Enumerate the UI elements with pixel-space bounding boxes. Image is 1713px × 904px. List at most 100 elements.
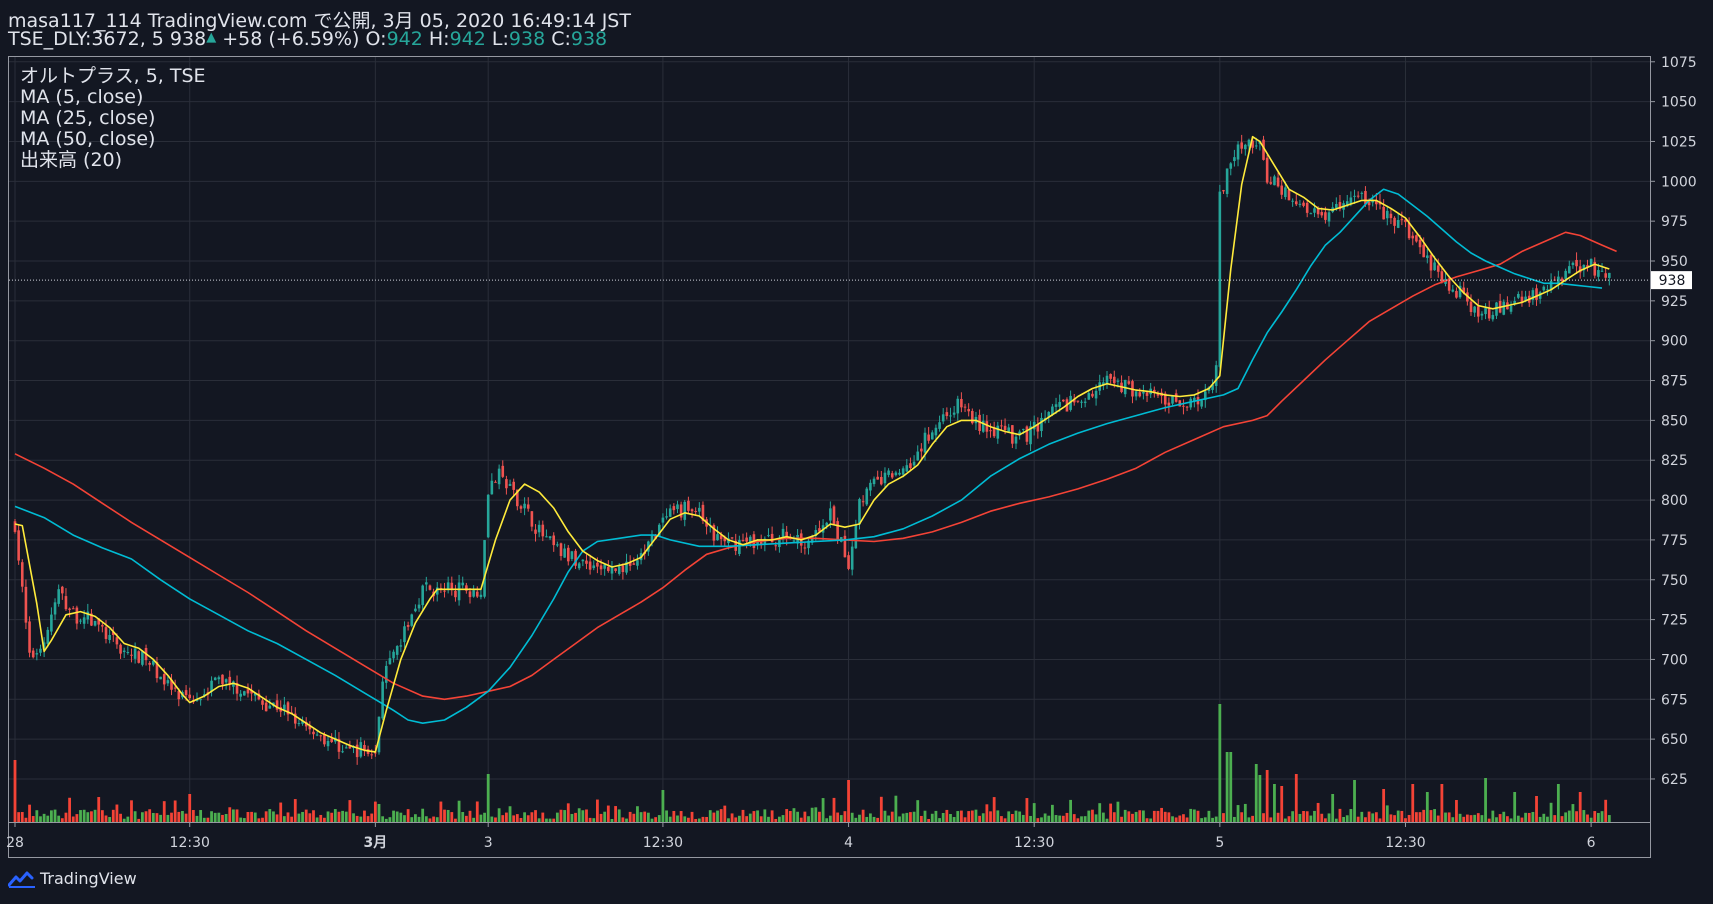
candle-body	[1509, 306, 1513, 312]
candle-body	[654, 534, 657, 539]
candle-body	[1455, 290, 1458, 298]
volume-bar	[1265, 770, 1269, 822]
candle-body	[552, 535, 556, 546]
tradingview-brand[interactable]: TradingView	[8, 869, 137, 888]
candle-body	[563, 548, 566, 558]
candle-body	[603, 564, 606, 569]
legend-ma25[interactable]: MA (25, close)	[20, 107, 156, 129]
candle-body	[741, 540, 745, 542]
volume-bar	[246, 811, 250, 822]
volume-bar	[1043, 813, 1047, 822]
candle-body	[1313, 208, 1316, 213]
volume-bar	[1571, 804, 1575, 822]
volume-bar	[439, 801, 443, 822]
candle-body	[210, 680, 213, 692]
volume-bar	[1225, 752, 1229, 822]
candle-body	[1538, 292, 1542, 299]
volume-bar	[326, 811, 330, 822]
candle-body	[570, 551, 574, 559]
candle-body	[1560, 278, 1564, 282]
volume-bar	[719, 809, 723, 822]
volume-bar	[1509, 818, 1513, 822]
volume-bar	[1142, 810, 1145, 822]
candle-body	[20, 562, 24, 587]
volume-bar	[42, 813, 46, 822]
volume-bar	[1174, 817, 1178, 822]
volume-bar	[472, 817, 476, 822]
candle-body	[1535, 288, 1538, 300]
candle-body	[414, 608, 417, 612]
volume-bar	[261, 817, 264, 822]
volume-bar	[752, 811, 756, 822]
candle-body	[1589, 258, 1593, 267]
volume-bar	[1123, 809, 1127, 822]
volume-bar	[1247, 817, 1251, 822]
candle-body	[454, 590, 457, 598]
candle-body	[75, 607, 79, 624]
volume-bar	[1083, 816, 1087, 822]
candle-body	[1273, 176, 1276, 186]
volume-bar	[1040, 817, 1043, 822]
candle-body	[1200, 400, 1203, 407]
candle-body	[861, 501, 865, 503]
candle-body	[286, 702, 290, 715]
candle-body	[1240, 142, 1243, 149]
candle-body	[1233, 157, 1236, 162]
volume-bar	[224, 813, 228, 822]
volume-bar	[483, 812, 486, 822]
time-tick-label: 12:30	[1014, 835, 1054, 851]
legend-ma5[interactable]: MA (5, close)	[20, 86, 144, 108]
candle-body	[1291, 200, 1294, 202]
candle-body	[111, 631, 115, 635]
volume-bar	[395, 811, 399, 822]
volume-bar	[122, 818, 126, 822]
candle-body	[949, 415, 952, 417]
volume-bar	[1429, 810, 1433, 822]
volume-bar	[909, 812, 912, 822]
volume-bar	[53, 809, 57, 822]
volume-bar	[643, 811, 647, 822]
volume-bar	[435, 817, 439, 822]
volume-bar	[421, 808, 425, 822]
volume-bar	[763, 809, 767, 822]
candle-body	[723, 537, 727, 542]
volume-bar	[341, 810, 344, 822]
volume-bar	[239, 817, 243, 822]
candle-body	[468, 591, 472, 598]
volume-bar	[151, 812, 155, 822]
volume-bar	[646, 812, 650, 822]
time-tick-label: 28	[6, 835, 24, 851]
candle-body	[1265, 157, 1269, 183]
candle-body	[858, 499, 861, 525]
candle-body	[446, 582, 450, 589]
ma5-line	[14, 135, 1610, 753]
candle-body	[698, 507, 701, 512]
volume-bar	[559, 809, 563, 822]
legend-volume[interactable]: 出来高 (20)	[20, 149, 123, 171]
candle-body	[683, 501, 687, 520]
legend-ma50[interactable]: MA (50, close)	[20, 128, 156, 150]
candle-body	[523, 503, 526, 509]
price-tick-label: 900	[1661, 334, 1688, 350]
candle-body	[1367, 201, 1371, 206]
candle-body	[155, 662, 159, 679]
volume-bar	[1189, 808, 1193, 822]
volume-bar	[366, 816, 370, 822]
volume-bar	[617, 809, 621, 822]
candle-body	[865, 488, 869, 505]
volume-bar	[497, 808, 501, 822]
volume-bar	[883, 810, 887, 822]
candle-body	[1542, 286, 1546, 291]
volume-bar	[727, 818, 730, 822]
candle-body	[1167, 402, 1171, 406]
legend-symbol[interactable]: オルトプラス, 5, TSE	[20, 65, 206, 87]
candle-body	[607, 566, 610, 572]
volume-bar	[639, 812, 643, 822]
candle-body	[989, 430, 992, 432]
candle-body	[803, 547, 807, 549]
volume-bar	[1032, 803, 1036, 822]
candle-body	[1353, 195, 1356, 197]
volume-bar	[1149, 818, 1153, 822]
candle-body	[443, 590, 446, 592]
